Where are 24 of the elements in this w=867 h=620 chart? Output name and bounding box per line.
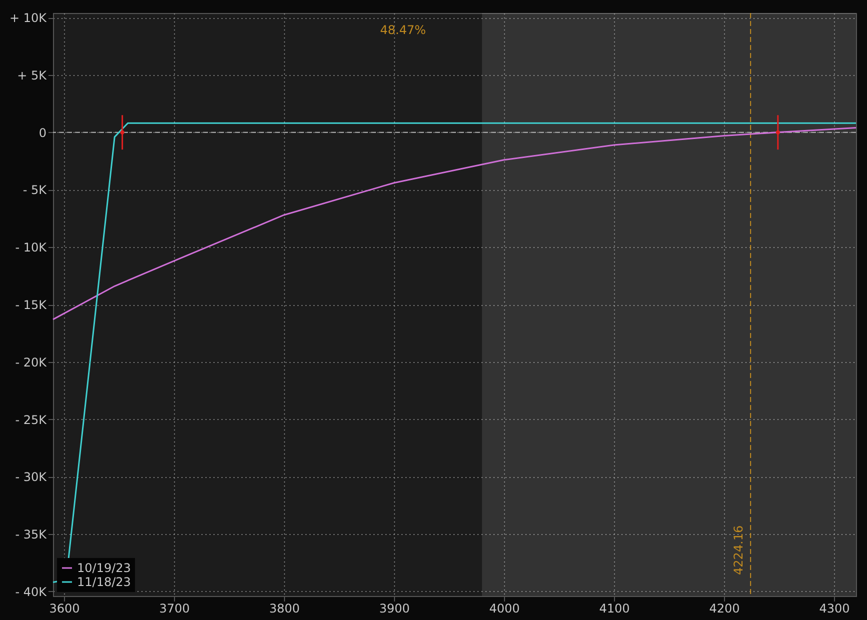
y-tick-label: - 10K [15,240,48,255]
y-tick-label: + 5K [17,68,48,82]
y-tick-label: - 15K [15,298,48,312]
y-tick-label: - 30K [15,470,48,484]
x-tick-label: 3600 [49,602,80,616]
legend-label: 11/18/23 [77,575,131,589]
y-tick-label: 0 [38,126,46,140]
ref-line-label: 4224.16 [732,525,746,575]
line-series [52,127,857,320]
y-tick-label: - 35K [15,528,48,542]
x-tick-label: 4000 [489,602,520,616]
y-tick-label: - 20K [15,355,48,370]
x-tick-label: 3700 [159,602,190,616]
x-tick-label: 3900 [379,602,410,616]
y-tick-label: - 40K [15,584,48,599]
x-tick-label: 3800 [269,602,300,616]
x-tick-label: 4300 [819,602,850,616]
y-tick-label: + 10K [9,11,48,26]
y-tick-label: - 25K [15,412,48,427]
x-tick-label: 4200 [709,602,740,616]
y-tick-label: - 5K [22,183,48,198]
annotation: 48.47% [380,23,426,37]
x-tick-label: 4100 [599,602,630,616]
legend-label: 10/19/23 [77,561,131,575]
